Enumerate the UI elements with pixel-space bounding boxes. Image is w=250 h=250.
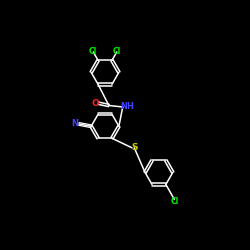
Text: NH: NH — [120, 102, 134, 111]
Text: Cl: Cl — [113, 48, 121, 56]
Text: O: O — [91, 99, 99, 108]
Text: S: S — [132, 143, 138, 152]
Text: N: N — [72, 120, 78, 128]
Text: Cl: Cl — [170, 197, 178, 206]
Text: Cl: Cl — [89, 48, 97, 56]
